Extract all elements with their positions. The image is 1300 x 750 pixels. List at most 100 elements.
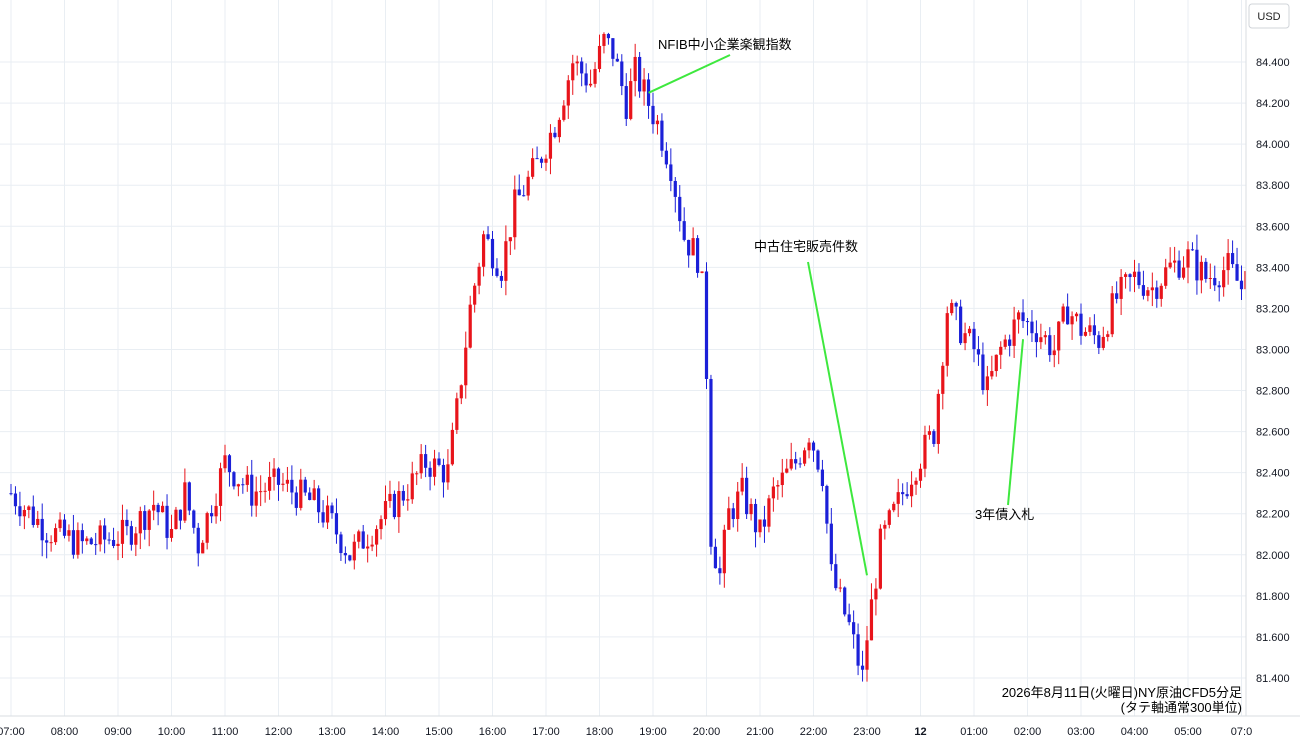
candle[interactable]: [709, 374, 713, 555]
candle[interactable]: [789, 442, 793, 471]
candle[interactable]: [575, 55, 579, 76]
candle[interactable]: [160, 501, 165, 513]
candle[interactable]: [571, 54, 575, 95]
candle[interactable]: [914, 477, 918, 495]
candle[interactable]: [357, 529, 361, 549]
candle[interactable]: [566, 75, 570, 119]
candle[interactable]: [392, 490, 397, 520]
candle[interactable]: [1083, 327, 1088, 337]
candle[interactable]: [802, 447, 807, 467]
candle[interactable]: [1012, 306, 1016, 358]
candle[interactable]: [544, 154, 548, 171]
candle[interactable]: [673, 177, 677, 213]
candle[interactable]: [749, 498, 753, 521]
candle[interactable]: [379, 515, 383, 540]
candle[interactable]: [1061, 303, 1065, 324]
candle[interactable]: [883, 520, 887, 540]
time-axis[interactable]: 07:00 08:00 09:00 10:00 11:00 12:00 13:00 14:00…: [0, 726, 1252, 738]
candle[interactable]: [312, 479, 316, 501]
candle[interactable]: [816, 449, 820, 473]
candle[interactable]: [236, 483, 240, 497]
candle[interactable]: [143, 505, 147, 540]
candle[interactable]: [125, 509, 129, 536]
candle[interactable]: [526, 170, 530, 201]
candle[interactable]: [1106, 330, 1110, 342]
candle[interactable]: [366, 534, 370, 563]
candle[interactable]: [807, 437, 811, 459]
candle[interactable]: [223, 444, 227, 473]
candle[interactable]: [1173, 246, 1177, 273]
candle[interactable]: [250, 459, 254, 517]
candle[interactable]: [896, 478, 900, 518]
candle[interactable]: [192, 509, 196, 534]
candle[interactable]: [232, 471, 236, 490]
candle[interactable]: [424, 444, 428, 478]
candle[interactable]: [1164, 258, 1168, 289]
candle[interactable]: [1057, 321, 1061, 365]
candle[interactable]: [736, 481, 740, 532]
candle[interactable]: [227, 454, 232, 487]
candle[interactable]: [597, 34, 602, 73]
candle[interactable]: [615, 53, 619, 62]
candle[interactable]: [508, 237, 512, 256]
candle[interactable]: [798, 457, 802, 468]
candle[interactable]: [1204, 258, 1208, 283]
candle[interactable]: [111, 527, 116, 549]
candle[interactable]: [731, 502, 735, 528]
candle[interactable]: [1190, 242, 1195, 251]
candle[interactable]: [446, 449, 450, 490]
candle[interactable]: [49, 535, 53, 552]
candle[interactable]: [263, 482, 267, 503]
candle[interactable]: [535, 146, 539, 160]
candle[interactable]: [825, 484, 829, 534]
candle[interactable]: [1226, 239, 1230, 285]
price-axis-panel[interactable]: [1246, 0, 1300, 745]
candle[interactable]: [388, 480, 392, 508]
candle[interactable]: [753, 498, 758, 548]
candle[interactable]: [468, 295, 472, 349]
candle[interactable]: [941, 362, 945, 410]
candle[interactable]: [580, 57, 584, 87]
currency-badge[interactable]: USD: [1248, 3, 1290, 29]
candle[interactable]: [539, 156, 544, 169]
candle[interactable]: [999, 341, 1003, 369]
candle[interactable]: [432, 449, 437, 486]
candle[interactable]: [504, 225, 508, 296]
candle[interactable]: [138, 506, 142, 550]
candle[interactable]: [490, 230, 495, 276]
candle[interactable]: [865, 625, 869, 682]
candle[interactable]: [1066, 293, 1070, 325]
candle[interactable]: [1092, 314, 1096, 345]
candle[interactable]: [682, 207, 686, 242]
candle[interactable]: [620, 54, 624, 96]
candle[interactable]: [31, 495, 35, 528]
candle[interactable]: [53, 523, 58, 545]
candle[interactable]: [727, 496, 731, 531]
candle[interactable]: [981, 342, 985, 395]
candle[interactable]: [339, 531, 343, 561]
candle[interactable]: [343, 546, 347, 564]
candle[interactable]: [481, 230, 486, 277]
candle[interactable]: [780, 458, 784, 498]
candle[interactable]: [950, 299, 954, 316]
candle[interactable]: [129, 520, 133, 551]
candle[interactable]: [1074, 312, 1079, 322]
candle[interactable]: [267, 461, 272, 500]
candle[interactable]: [584, 63, 588, 93]
candle[interactable]: [89, 537, 93, 545]
candle[interactable]: [410, 461, 414, 504]
candle[interactable]: [9, 483, 13, 496]
candle[interactable]: [834, 553, 838, 591]
candle[interactable]: [1115, 281, 1119, 304]
candle[interactable]: [45, 533, 49, 559]
candle[interactable]: [1208, 263, 1212, 289]
candle[interactable]: [169, 514, 174, 542]
candle[interactable]: [205, 511, 209, 550]
candle[interactable]: [1097, 331, 1101, 355]
candle[interactable]: [178, 509, 183, 530]
candle[interactable]: [397, 481, 401, 533]
candle[interactable]: [642, 68, 646, 106]
candle[interactable]: [1141, 270, 1146, 300]
candle[interactable]: [116, 531, 120, 561]
